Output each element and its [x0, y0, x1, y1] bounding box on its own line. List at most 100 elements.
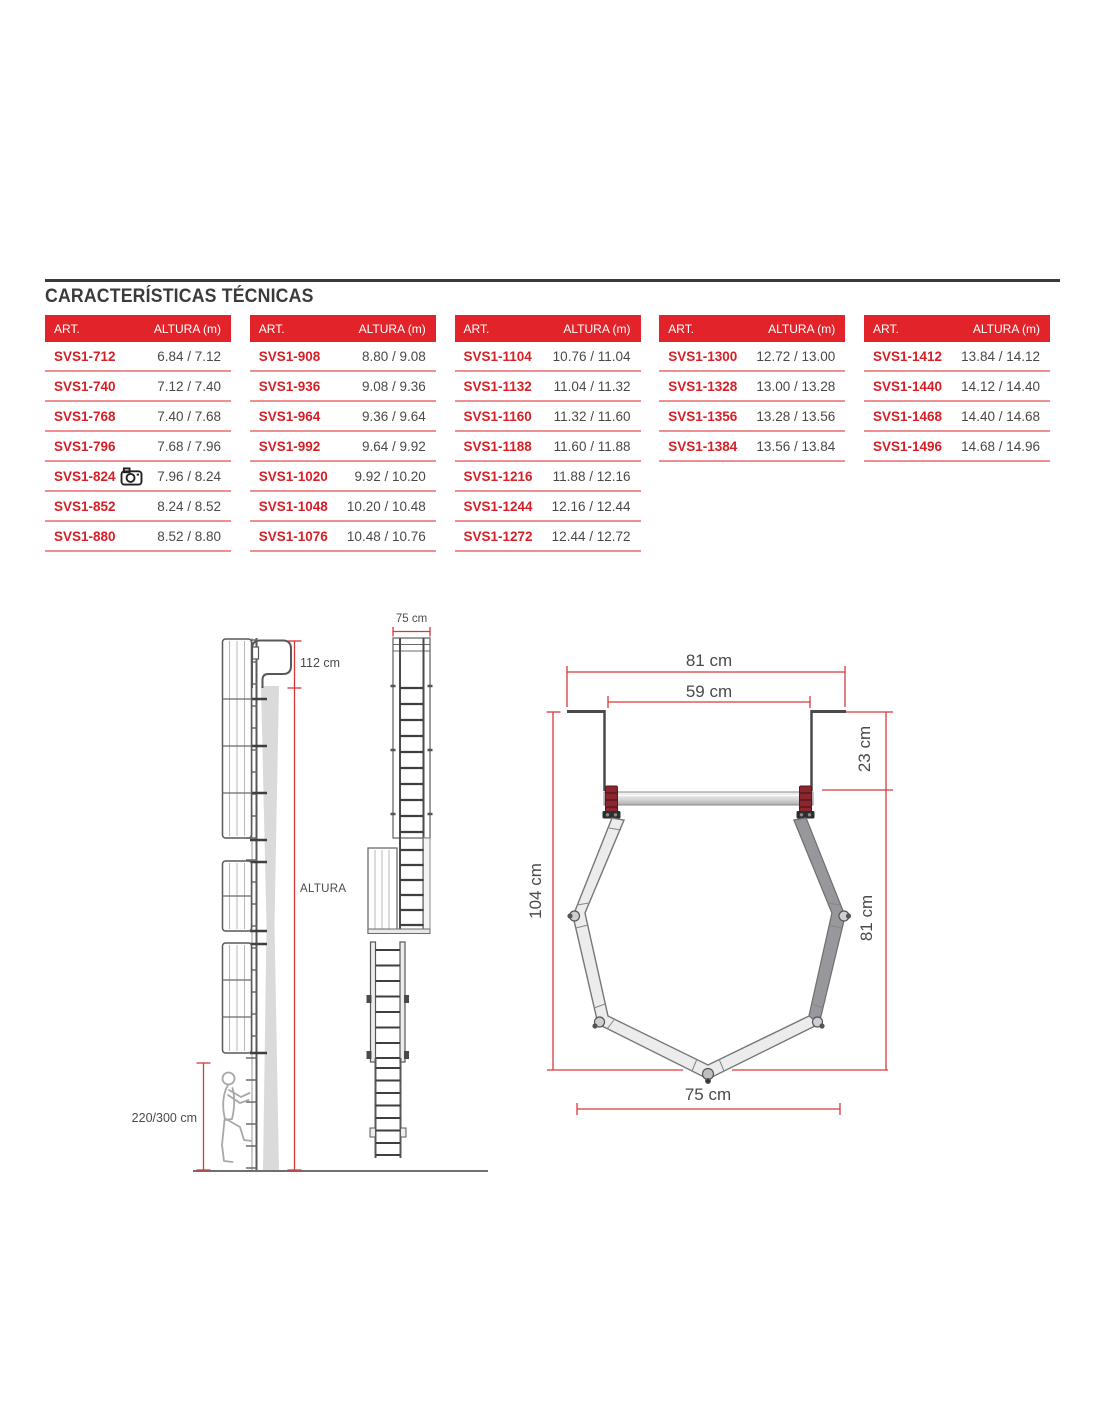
altura-value: 14.40 / 14.68 [961, 408, 1040, 424]
article-cell: SVS1-1076 [259, 529, 328, 544]
altura-value: 10.20 / 10.48 [346, 498, 426, 514]
rungs-bottom [375, 1067, 401, 1156]
camera-icon [120, 466, 142, 486]
dim-75cm-bottom-label: 75 cm [685, 1085, 731, 1104]
article-code: SVS1-1188 [463, 438, 532, 454]
table-row: SVS1-712 6.84 / 7.12 [45, 342, 231, 372]
article-cell: SVS1-796 [54, 439, 116, 454]
article-cell: SVS1-1468 [873, 409, 942, 424]
spec-tables: ART. ALTURA (m) SVS1-712 6.84 / 7.12 SVS1-… [45, 315, 1050, 552]
table-row: SVS1-1076 10.48 / 10.76 [249, 522, 436, 552]
dim-81cm-outer-label: 81 cm [686, 651, 732, 670]
article-cell: SVS1-964 [259, 409, 321, 424]
table-row: SVS1-992 9.64 / 9.92 [249, 432, 436, 462]
article-code: SVS1-824 [54, 468, 116, 484]
table-row: SVS1-1440 14.12 / 14.40 [864, 372, 1050, 402]
table-row: SVS1-740 7.12 / 7.40 [45, 372, 231, 402]
rungs-upper [400, 686, 424, 834]
article-code: SVS1-936 [258, 378, 321, 394]
header-altura: ALTURA (m) [768, 321, 836, 336]
article-code: SVS1-1328 [668, 378, 738, 394]
article-cell: SVS1-1412 [873, 349, 942, 364]
article-cell: SVS1-1048 [259, 499, 328, 514]
header-art: ART. [873, 321, 899, 336]
table-row: SVS1-1272 12.44 / 12.72 [454, 522, 641, 552]
table-row: SVS1-908 8.80 / 9.08 [249, 342, 436, 372]
altura-value: 12.44 / 12.72 [551, 528, 631, 544]
table-row: SVS1-1216 11.88 / 12.16 [454, 462, 641, 492]
article-code: SVS1-1496 [873, 438, 943, 454]
altura-value: 12.16 / 12.44 [551, 498, 631, 514]
article-cell: SVS1-1160 [464, 409, 532, 424]
header-altura: ALTURA (m) [358, 321, 426, 336]
altura-value: 13.00 / 13.28 [756, 378, 836, 394]
cage-clips [390, 684, 433, 816]
altura-value: 11.60 / 11.88 [553, 438, 631, 454]
wall-section [261, 686, 279, 1171]
wall-brackets [250, 697, 267, 1055]
side-dimension-lines [196, 640, 302, 1171]
article-cell: SVS1-1496 [873, 439, 942, 454]
rail-brackets [366, 995, 409, 1059]
article-cell: SVS1-1104 [464, 349, 532, 364]
table-row: SVS1-1356 13.28 / 13.56 [659, 402, 846, 432]
article-cell: SVS1-1132 [464, 379, 532, 394]
article-code: SVS1-1384 [668, 438, 738, 454]
article-code: SVS1-1104 [463, 348, 532, 364]
table-row: SVS1-1468 14.40 / 14.68 [864, 402, 1050, 432]
dim-104cm-label: 104 cm [526, 863, 545, 919]
altura-value: 14.12 / 14.40 [961, 378, 1040, 394]
article-code: SVS1-964 [258, 408, 321, 424]
article-code: SVS1-712 [54, 348, 116, 364]
article-code: SVS1-1468 [873, 408, 943, 424]
table-body: SVS1-1104 10.76 / 11.04 SVS1-1132 11.04 / 1… [454, 342, 641, 552]
altura-value: 9.92 / 10.20 [354, 468, 426, 484]
table-row: SVS1-1384 13.56 / 13.84 [659, 432, 846, 462]
altura-value: 14.68 / 14.96 [961, 438, 1040, 454]
header-altura: ALTURA (m) [153, 321, 221, 336]
cage-straps [229, 641, 245, 1051]
dim-75cm-width-label: 75 cm [396, 613, 427, 625]
spec-table-2: ART. ALTURA (m) SVS1-908 8.80 / 9.08 SVS1-… [249, 315, 436, 552]
article-code: SVS1-1048 [258, 498, 328, 514]
article-code: SVS1-1076 [258, 528, 328, 544]
article-cell: SVS1-824 [54, 466, 143, 486]
table-row: SVS1-1132 11.04 / 11.32 [454, 372, 641, 402]
article-code: SVS1-1440 [873, 378, 943, 394]
article-cell: SVS1-1020 [259, 469, 328, 484]
table-header: ART. ALTURA (m) [249, 315, 436, 342]
exit-hook [251, 639, 292, 688]
altura-value: 8.52 / 8.80 [157, 528, 221, 544]
header-art: ART. [54, 321, 80, 336]
article-code: SVS1-1216 [463, 468, 533, 484]
dim-112cm-label: 112 cm [300, 656, 340, 670]
table-body: SVS1-1300 12.72 / 13.00 SVS1-1328 13.00 / 1… [659, 342, 846, 462]
spec-table-3: ART. ALTURA (m) SVS1-1104 10.76 / 11.04 SV… [454, 315, 641, 552]
table-row: SVS1-1020 9.92 / 10.20 [249, 462, 436, 492]
article-cell: SVS1-1440 [873, 379, 942, 394]
article-cell: SVS1-936 [259, 379, 321, 394]
altura-value: 8.80 / 9.08 [361, 348, 426, 364]
table-row: SVS1-1244 12.16 / 12.44 [454, 492, 641, 522]
header-art: ART. [668, 321, 695, 336]
article-cell: SVS1-992 [259, 439, 321, 454]
article-code: SVS1-992 [258, 438, 321, 454]
front-view-drawing: 75 cm [366, 613, 433, 1158]
article-cell: SVS1-712 [54, 349, 116, 364]
table-body: SVS1-908 8.80 / 9.08 SVS1-936 9.08 / 9.36 SV… [249, 342, 436, 552]
altura-value: 13.84 / 14.12 [961, 348, 1040, 364]
altura-value: 11.32 / 11.60 [553, 408, 631, 424]
mount-brackets [567, 710, 846, 791]
table-row: SVS1-1496 14.68 / 14.96 [864, 432, 1050, 462]
dim-23cm-label: 23 cm [855, 726, 874, 772]
article-code: SVS1-740 [54, 378, 116, 394]
article-code: SVS1-1272 [463, 528, 533, 544]
top-view-dimension-lines [546, 666, 893, 1115]
altura-value: 9.36 / 9.64 [361, 408, 426, 424]
rungs-lower [375, 949, 400, 1059]
dim-220-300cm-label: 220/300 cm [132, 1111, 197, 1125]
table-row: SVS1-796 7.68 / 7.96 [45, 432, 231, 462]
table-row: SVS1-824 7.96 / 8.24 [45, 462, 231, 492]
article-code: SVS1-1300 [668, 348, 738, 364]
